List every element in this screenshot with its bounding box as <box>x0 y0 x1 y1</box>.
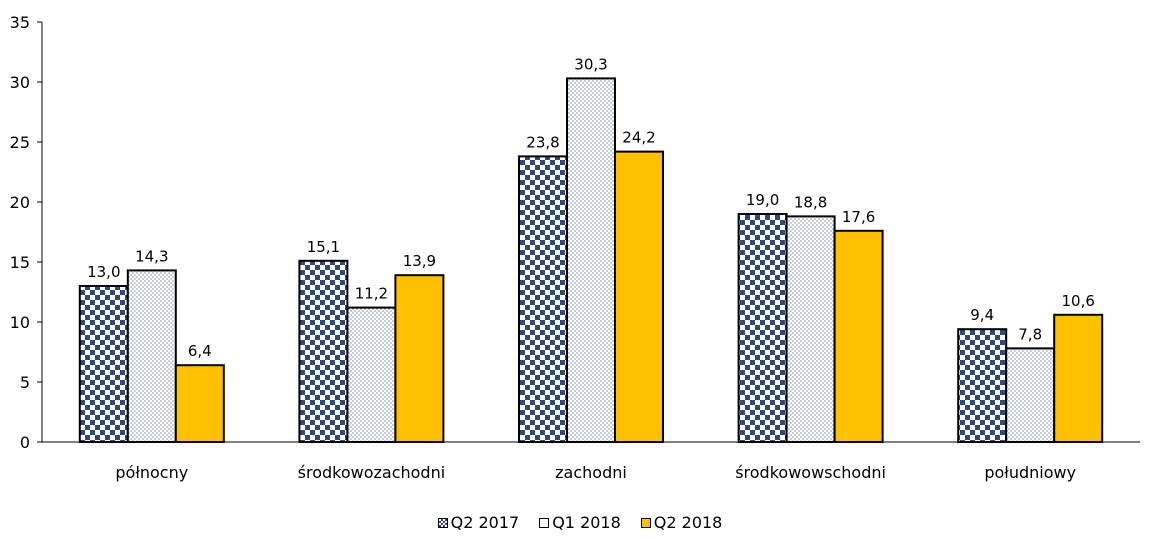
data-label: 14,3 <box>135 247 168 265</box>
legend-item-q2-2018: Q2 2018 <box>640 513 723 532</box>
bar <box>518 155 568 443</box>
x-tick-label: północny <box>115 463 188 482</box>
data-label: 30,3 <box>574 55 607 73</box>
y-tick-label: 35 <box>10 13 30 32</box>
legend-item-q1-2018: Q1 2018 <box>539 513 621 532</box>
legend-label: Q2 2018 <box>653 513 723 532</box>
bar <box>1005 347 1056 443</box>
bar <box>737 213 788 443</box>
data-label: 9,4 <box>970 306 994 324</box>
bar <box>1053 313 1104 443</box>
bar <box>174 364 225 444</box>
legend-label: Q1 2018 <box>552 513 621 532</box>
bar <box>126 269 177 443</box>
bar <box>614 150 664 443</box>
legend: Q2 2017 Q1 2018 Q2 2018 <box>0 513 1160 532</box>
bar-chart: 0 5 10 15 20 25 30 35 13,0 14,3 6,4 15,1 11,2 13,9 23… <box>10 13 1140 482</box>
data-label: 15,1 <box>307 238 340 256</box>
y-tick-label: 30 <box>10 73 30 92</box>
data-label: 19,0 <box>746 191 779 209</box>
data-label: 17,6 <box>842 208 875 226</box>
y-tick-label: 0 <box>20 433 30 452</box>
bar <box>785 215 836 443</box>
data-label: 18,8 <box>794 193 827 211</box>
y-tick-label: 25 <box>10 133 30 152</box>
bar <box>957 328 1008 444</box>
y-axis: 0 5 10 15 20 25 30 35 <box>10 13 43 452</box>
data-label: 11,2 <box>355 285 388 303</box>
bar <box>394 274 445 444</box>
data-label: 23,8 <box>526 133 559 151</box>
x-tick-label: zachodni <box>555 463 627 482</box>
legend-label: Q2 2017 <box>450 513 520 532</box>
legend-swatch-q2-2017 <box>437 517 448 528</box>
y-tick-label: 10 <box>10 313 30 332</box>
data-label: 10,6 <box>1061 292 1094 310</box>
legend-swatch-q2-2018 <box>640 517 651 528</box>
y-tick-label: 5 <box>20 373 30 392</box>
bar <box>346 306 397 443</box>
legend-swatch-q1-2018 <box>539 517 550 528</box>
bar <box>566 77 616 444</box>
data-label: 24,2 <box>622 129 655 147</box>
bar <box>833 229 884 443</box>
bar <box>78 285 129 443</box>
data-label: 13,0 <box>87 263 120 281</box>
x-tick-label: południowy <box>984 463 1076 482</box>
data-label: 7,8 <box>1018 325 1042 343</box>
y-tick-label: 15 <box>10 253 30 272</box>
x-tick-label: środkowowschodni <box>735 463 886 482</box>
x-axis: północny środkowozachodni zachodni środkowo… <box>42 441 1140 482</box>
data-labels: 13,0 14,3 6,4 15,1 11,2 13,9 23,8 30,3 24,2 19,0 1… <box>87 55 1095 360</box>
data-label: 13,9 <box>403 252 436 270</box>
legend-item-q2-2017: Q2 2017 <box>437 513 520 532</box>
bars <box>78 77 1104 444</box>
bar <box>298 259 349 443</box>
data-label: 6,4 <box>188 342 212 360</box>
y-tick-label: 20 <box>10 193 30 212</box>
x-tick-label: środkowozachodni <box>298 463 446 482</box>
